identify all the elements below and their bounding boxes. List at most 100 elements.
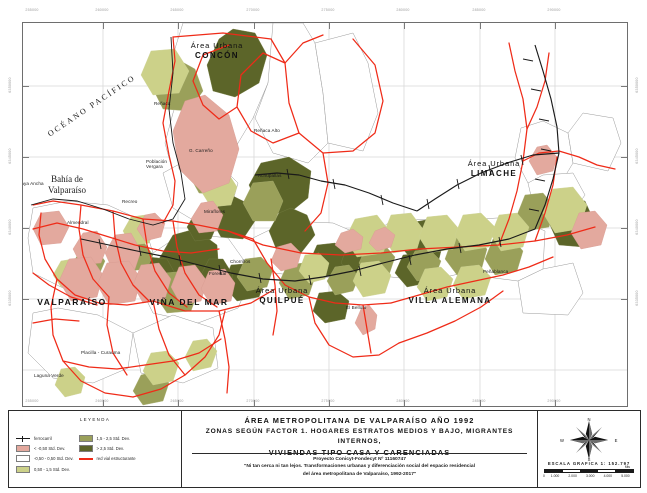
tick-mark bbox=[254, 400, 255, 406]
tick-mark bbox=[621, 157, 627, 158]
graticule-x-label: 265000 bbox=[170, 8, 184, 12]
legend-columns: ferrocarril < -0,50 Std. Dev. -0,50 - 0,… bbox=[16, 435, 177, 473]
tick-mark bbox=[23, 228, 29, 229]
legend-item-red-vial[interactable]: red vial estructurante bbox=[78, 455, 136, 462]
tick-mark bbox=[621, 228, 627, 229]
graticule-x-label: 270000 bbox=[246, 8, 260, 12]
svg-text:S: S bbox=[588, 457, 591, 462]
graticule-x-label: 255000 bbox=[25, 8, 39, 12]
map-graphics bbox=[23, 23, 627, 406]
scale-bar-group: Mts 0 1.000 2.000 3.000 4.000 5.000 bbox=[543, 465, 634, 478]
legend-item-class-5[interactable]: > 2,5 Std. Dev. bbox=[78, 445, 136, 453]
scale-tick: 3.000 bbox=[585, 473, 595, 478]
map-title: ÁREA METROPOLITANA DE VALPARAÍSO AÑO 199… bbox=[182, 416, 537, 458]
tick-mark bbox=[178, 23, 179, 29]
tick-mark bbox=[178, 400, 179, 406]
graticule-y-label: 6340000 bbox=[635, 219, 639, 235]
legend-label: red vial estructurante bbox=[96, 456, 136, 462]
scale-tick-labels: 0 1.000 2.000 3.000 4.000 5.000 bbox=[543, 473, 634, 478]
graticule-x-label: 270000 bbox=[246, 399, 260, 403]
scale-text: ESCALA GRAFICA 1: 152.797 bbox=[547, 461, 631, 466]
tick-mark bbox=[103, 400, 104, 406]
scale-bar bbox=[544, 469, 634, 473]
legend-column-1: ferrocarril < -0,50 Std. Dev. -0,50 - 0,… bbox=[16, 435, 74, 473]
graticule-y-label: 6335000 bbox=[635, 290, 639, 306]
project-line-1: Proyecto Conicyt-Fondecyt Nº 11160747 bbox=[313, 457, 406, 462]
legend-item-ferrocarril[interactable]: ferrocarril bbox=[16, 435, 74, 442]
tick-mark bbox=[404, 400, 405, 406]
graticule-x-label: 260000 bbox=[95, 399, 109, 403]
scale-tick: 4.000 bbox=[603, 473, 613, 478]
title-line-3: VIVIENDAS TIPO CASA Y CARENCIADAS bbox=[268, 447, 451, 457]
legend-item-class-3[interactable]: 0,50 - 1,5 Std. Dev. bbox=[16, 465, 74, 473]
graticule-y-label: 6345000 bbox=[8, 148, 12, 164]
legend-label: > 2,5 Std. Dev. bbox=[96, 446, 125, 452]
graticule-y-label: 6345000 bbox=[635, 148, 639, 164]
tick-mark bbox=[254, 23, 255, 29]
scale-tick: 5.000 bbox=[621, 473, 630, 478]
legend-item-class-1[interactable]: < -0,50 Std. Dev. bbox=[16, 445, 74, 453]
legend-label: 0,50 - 1,5 Std. Dev. bbox=[34, 466, 70, 472]
tick-mark bbox=[480, 400, 481, 406]
tick-mark bbox=[621, 86, 627, 87]
color-swatch-mid-olive bbox=[78, 435, 93, 442]
tick-mark bbox=[555, 23, 556, 29]
railway-icon bbox=[16, 435, 30, 442]
svg-text:N: N bbox=[587, 417, 590, 422]
compass-rose: N S E W bbox=[558, 416, 620, 467]
graticule-x-label: 275000 bbox=[321, 8, 335, 12]
legend-column-2: 1,5 - 2,5 Std. Dev. > 2,5 Std. Dev. red … bbox=[78, 435, 136, 473]
tick-mark bbox=[103, 23, 104, 29]
tick-mark bbox=[329, 23, 330, 29]
svg-text:W: W bbox=[560, 438, 564, 443]
legend-heading: LEYENDA bbox=[79, 417, 111, 422]
graticule-x-label: 265000 bbox=[170, 399, 184, 403]
tick-mark bbox=[621, 299, 627, 300]
tick-mark bbox=[404, 23, 405, 29]
project-line-2: "Ni tan cerca ni tan lejos. Transformaci… bbox=[244, 464, 475, 470]
scale-tick: 0 bbox=[543, 473, 545, 478]
graticule-x-label: 275000 bbox=[321, 399, 335, 403]
legend-label: -0,50 - 0,50 Std. Dev. bbox=[34, 456, 74, 462]
graticule-x-label: 290000 bbox=[547, 399, 561, 403]
graticule-x-label: 290000 bbox=[547, 8, 561, 12]
title-line-2: ZONAS SEGÚN FACTOR 1. HOGARES ESTRATOS M… bbox=[205, 427, 514, 446]
legend-label: ferrocarril bbox=[34, 436, 52, 441]
graticule-y-label: 6350000 bbox=[8, 77, 12, 93]
graticule-y-label: 6335000 bbox=[8, 290, 12, 306]
svg-text:E: E bbox=[615, 438, 618, 443]
tick-mark bbox=[555, 400, 556, 406]
graticule-x-label: 255000 bbox=[25, 399, 39, 403]
tick-mark bbox=[329, 400, 330, 406]
color-swatch-white bbox=[16, 455, 30, 463]
scale-tick: 1.000 bbox=[550, 473, 560, 478]
road-line-icon bbox=[78, 455, 93, 462]
map-info-panel: LEYENDA ferrocarril < -0,50 Std. Dev. -0… bbox=[8, 410, 641, 488]
graticule-x-label: 285000 bbox=[472, 8, 486, 12]
color-swatch-dark-olive bbox=[78, 445, 93, 453]
graticule-x-label: 260000 bbox=[95, 8, 109, 12]
scale-tick: 2.000 bbox=[568, 473, 577, 478]
legend-item-class-2[interactable]: -0,50 - 0,50 Std. Dev. bbox=[16, 455, 74, 463]
title-divider bbox=[192, 453, 527, 454]
project-line-3: del área metropolitana de Valparaíso, 19… bbox=[302, 471, 417, 477]
color-swatch-pink bbox=[16, 445, 30, 453]
project-info: Proyecto Conicyt-Fondecyt Nº 11160747 "N… bbox=[188, 456, 531, 478]
tick-mark bbox=[23, 299, 29, 300]
graticule-y-label: 6340000 bbox=[8, 219, 12, 235]
scale-unit-label: Mts bbox=[624, 464, 630, 469]
graticule-y-label: 6350000 bbox=[635, 77, 639, 93]
graticule-x-label: 280000 bbox=[396, 399, 410, 403]
legend-panel: LEYENDA ferrocarril < -0,50 Std. Dev. -0… bbox=[9, 411, 182, 487]
legend-label: < -0,50 Std. Dev. bbox=[34, 446, 66, 452]
graticule-x-label: 280000 bbox=[396, 8, 410, 12]
color-swatch-light-olive bbox=[16, 465, 30, 473]
tick-mark bbox=[480, 23, 481, 29]
legend-item-class-4[interactable]: 1,5 - 2,5 Std. Dev. bbox=[78, 435, 136, 442]
tick-mark bbox=[23, 86, 29, 87]
tick-mark bbox=[23, 157, 29, 158]
graticule-x-label: 285000 bbox=[472, 399, 486, 403]
